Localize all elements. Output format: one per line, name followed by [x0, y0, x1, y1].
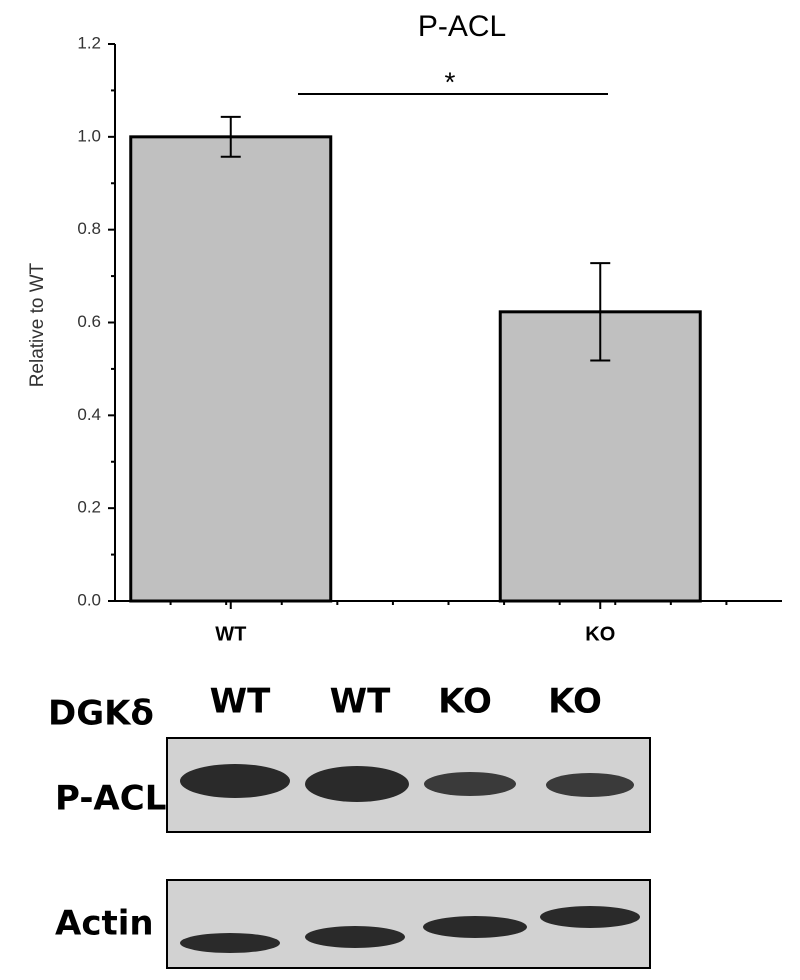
blot-panel: [166, 879, 651, 969]
blot-header: DGKδ: [48, 694, 154, 734]
x-tick-label: WT: [215, 623, 246, 645]
significance-mark: *: [445, 66, 456, 97]
blot-row-label: Actin: [55, 904, 154, 944]
y-tick-label: 0.4: [77, 405, 101, 424]
y-tick-label: 0.2: [77, 498, 101, 517]
bar: [129, 135, 333, 603]
lane-label: WT: [330, 682, 392, 722]
chart-title: P-ACL: [418, 10, 506, 43]
lane-label: WT: [210, 682, 272, 722]
blot-panel: [166, 737, 651, 833]
x-tick-label: KO: [585, 623, 615, 645]
y-tick-label: 0.0: [77, 590, 101, 609]
y-tick-label: 0.8: [77, 219, 101, 238]
blot-row-label: P-ACL: [55, 779, 166, 819]
y-axis-label: Relative to WT: [27, 262, 48, 387]
y-tick-label: 1.0: [77, 126, 101, 145]
lane-label: KO: [548, 682, 602, 722]
y-tick-label: 0.6: [77, 312, 101, 331]
lane-label: KO: [438, 682, 492, 722]
y-tick-label: 1.2: [77, 33, 101, 52]
